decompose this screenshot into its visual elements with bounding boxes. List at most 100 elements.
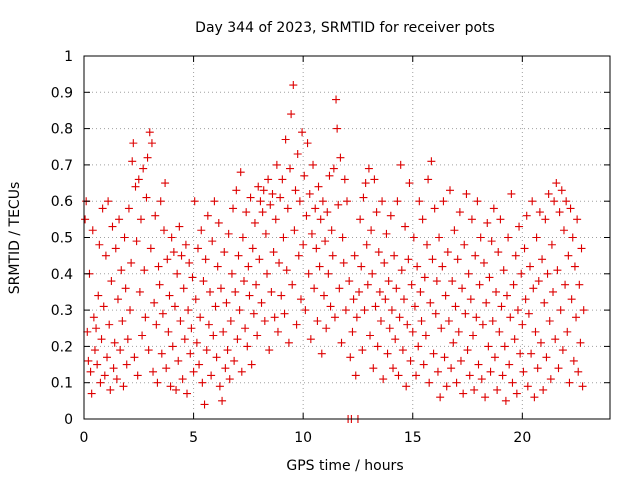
data-point bbox=[378, 197, 387, 206]
data-point bbox=[314, 182, 323, 191]
data-point bbox=[192, 338, 201, 347]
data-point bbox=[207, 371, 216, 380]
data-point bbox=[198, 378, 207, 387]
data-point bbox=[117, 266, 126, 275]
x-tick-label: 5 bbox=[189, 430, 198, 446]
data-point bbox=[389, 364, 398, 373]
data-point bbox=[566, 204, 575, 213]
data-point bbox=[86, 367, 95, 376]
data-point bbox=[259, 186, 268, 195]
data-point bbox=[141, 313, 150, 322]
data-point bbox=[574, 367, 583, 376]
data-point bbox=[567, 295, 576, 304]
data-point bbox=[361, 179, 370, 188]
data-point bbox=[256, 197, 265, 206]
data-point bbox=[176, 316, 185, 325]
data-point bbox=[318, 197, 327, 206]
data-point bbox=[272, 160, 281, 169]
data-point bbox=[96, 378, 105, 387]
data-point bbox=[542, 353, 551, 362]
data-point bbox=[150, 298, 159, 307]
data-point bbox=[546, 375, 555, 384]
data-point bbox=[426, 298, 435, 307]
data-point bbox=[432, 277, 441, 286]
data-point bbox=[402, 382, 411, 391]
data-point bbox=[174, 356, 183, 365]
data-point bbox=[309, 160, 318, 169]
data-point bbox=[498, 371, 507, 380]
data-point bbox=[544, 189, 553, 198]
data-point bbox=[325, 171, 334, 180]
data-point bbox=[253, 331, 262, 340]
data-point bbox=[373, 342, 382, 351]
data-point bbox=[307, 229, 316, 238]
data-point bbox=[422, 240, 431, 249]
data-point bbox=[188, 273, 197, 282]
data-point bbox=[292, 320, 301, 329]
data-point bbox=[312, 244, 321, 253]
data-point bbox=[250, 218, 259, 227]
data-point bbox=[202, 346, 211, 355]
data-point bbox=[349, 295, 358, 304]
data-point bbox=[195, 360, 204, 369]
data-point bbox=[538, 255, 547, 264]
y-tick-label: 0.2 bbox=[51, 339, 73, 355]
data-point bbox=[578, 382, 587, 391]
data-point bbox=[545, 316, 554, 325]
data-point bbox=[401, 222, 410, 231]
data-point bbox=[234, 251, 243, 260]
data-point bbox=[572, 313, 581, 322]
data-point bbox=[487, 237, 496, 246]
data-point bbox=[556, 306, 565, 315]
data-point bbox=[169, 248, 178, 257]
data-point bbox=[452, 378, 461, 387]
data-point bbox=[237, 367, 246, 376]
data-point bbox=[374, 248, 383, 257]
data-point bbox=[258, 208, 267, 217]
data-point bbox=[481, 393, 490, 402]
data-point bbox=[149, 367, 158, 376]
data-point bbox=[555, 208, 564, 217]
data-point bbox=[157, 349, 166, 358]
data-point bbox=[505, 360, 514, 369]
data-point bbox=[95, 240, 104, 249]
data-point bbox=[273, 327, 282, 336]
data-point bbox=[511, 251, 520, 260]
data-point bbox=[376, 316, 385, 325]
data-point bbox=[403, 320, 412, 329]
data-point bbox=[247, 360, 256, 369]
data-point bbox=[319, 291, 328, 300]
data-point bbox=[322, 324, 331, 333]
data-point bbox=[126, 306, 135, 315]
data-point bbox=[449, 338, 458, 347]
data-point bbox=[519, 367, 528, 376]
data-point bbox=[261, 229, 270, 238]
data-point bbox=[116, 346, 125, 355]
data-point bbox=[541, 215, 550, 224]
data-point bbox=[509, 280, 518, 289]
data-point bbox=[565, 378, 574, 387]
data-point bbox=[199, 277, 208, 286]
data-point bbox=[385, 324, 394, 333]
data-point bbox=[484, 342, 493, 351]
data-point bbox=[336, 153, 345, 162]
data-point bbox=[101, 251, 110, 260]
data-point bbox=[190, 197, 199, 206]
data-point bbox=[270, 313, 279, 322]
data-point bbox=[563, 327, 572, 336]
data-point bbox=[394, 371, 403, 380]
data-point bbox=[211, 302, 220, 311]
data-point bbox=[450, 226, 459, 235]
data-point bbox=[115, 215, 124, 224]
data-point bbox=[227, 269, 236, 278]
plot-frame bbox=[83, 55, 611, 420]
data-point bbox=[152, 320, 161, 329]
data-point bbox=[462, 189, 471, 198]
data-point bbox=[551, 335, 560, 344]
data-point bbox=[89, 313, 98, 322]
data-point bbox=[93, 360, 102, 369]
data-point bbox=[381, 295, 390, 304]
data-point bbox=[191, 295, 200, 304]
data-point bbox=[501, 396, 510, 405]
data-point bbox=[187, 324, 196, 333]
